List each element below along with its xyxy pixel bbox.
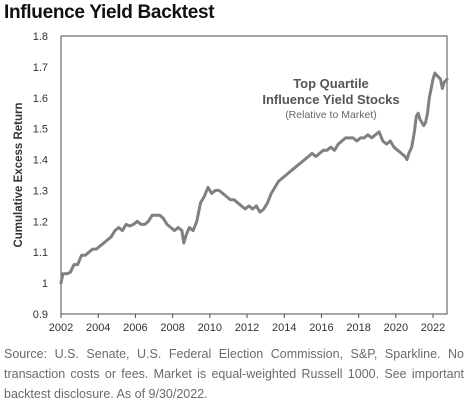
x-tick-label: 2004 (86, 322, 110, 334)
x-tick-label: 2006 (123, 322, 147, 334)
x-tick-label: 2002 (49, 322, 73, 334)
y-tick-label: 1.4 (33, 155, 48, 167)
x-tick-label: 2020 (384, 322, 408, 334)
x-tick-label: 2018 (346, 322, 370, 334)
y-tick-label: 1.1 (33, 247, 48, 259)
y-axis-ticks: 0.9 1 1.1 1.2 1.3 1.4 1.5 1.6 1.7 1.8 (33, 31, 48, 321)
y-tick-label: 1.6 (33, 93, 48, 105)
x-tick-label: 2014 (272, 322, 296, 334)
plot-frame (60, 35, 448, 315)
y-tick-label: 1 (42, 278, 48, 290)
chart-title: Influence Yield Backtest (4, 2, 215, 23)
y-tick-label: 1.3 (33, 185, 48, 197)
source-note: Source: U.S. Senate, U.S. Federal Electi… (4, 347, 464, 401)
x-axis-ticks: 2002 2004 2006 2008 2010 2012 2014 2016 2018 2020… (49, 314, 445, 334)
annotation-subtitle: (Relative to Market) (285, 109, 377, 121)
series-line (59, 71, 449, 285)
y-axis-title: Cumulative Excess Return (13, 102, 25, 247)
annotation-line-1: Top Quartile (293, 76, 369, 91)
x-tick-label: 2008 (160, 322, 184, 334)
x-tick-label: 2022 (421, 322, 445, 334)
x-tick-label: 2010 (198, 322, 222, 334)
x-tick-label: 2016 (309, 322, 333, 334)
chart: 0.911.11.21.31.41.51.61.71.8 2002 2004 200… (13, 31, 449, 334)
y-tick-label: 1.2 (33, 216, 48, 228)
annotation-line-2: Influence Yield Stocks (262, 92, 399, 107)
x-tick-label: 2012 (235, 322, 259, 334)
y-tick-label: 1.8 (33, 31, 48, 43)
y-tick-label: 1.5 (33, 124, 48, 136)
y-tick-label: 0.9 (33, 309, 48, 321)
y-tick-label: 1.7 (33, 62, 48, 74)
